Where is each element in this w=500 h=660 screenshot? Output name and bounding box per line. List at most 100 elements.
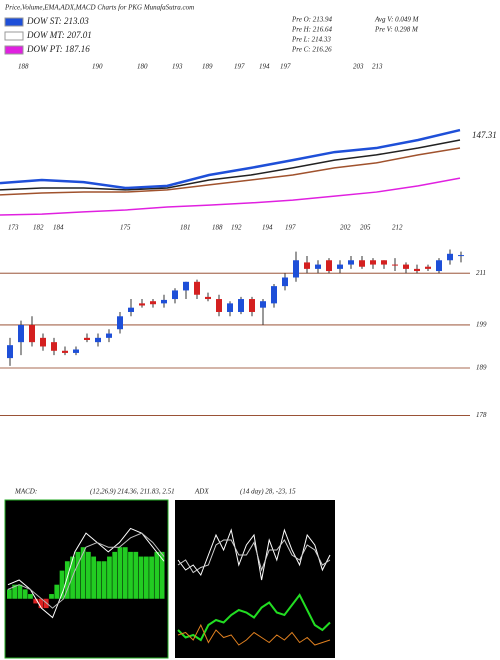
candle-body — [458, 255, 464, 257]
top-label: 213 — [372, 63, 383, 71]
candle-body — [436, 260, 442, 272]
ema-value-label: 147.31 — [472, 130, 497, 140]
candle-body — [425, 266, 431, 269]
low-label: 192 — [231, 224, 242, 232]
candle-body — [84, 337, 90, 340]
candle-body — [7, 345, 13, 359]
candle-body — [106, 333, 112, 338]
macd-bar — [133, 551, 139, 599]
legend-label: DOW ST: 213.03 — [26, 16, 89, 26]
macd-bar — [49, 594, 54, 599]
series-line — [177, 539, 331, 574]
macd-label: MACD: — [14, 488, 37, 496]
macd-bar — [128, 551, 133, 599]
candle-body — [205, 296, 211, 300]
top-label: 203 — [353, 63, 364, 71]
adx-label: ADX — [194, 488, 209, 496]
candle-body — [249, 299, 255, 312]
low-label: 181 — [180, 224, 191, 232]
title: Price,Volume,EMA,ADX,MACD Charts for PKG… — [4, 4, 194, 12]
macd-bar — [7, 589, 12, 599]
stat: Pre L: 214.33 — [291, 36, 331, 44]
y-tick-label: 211 — [476, 269, 486, 277]
legend-label: DOW PT: 187.16 — [26, 44, 90, 54]
candle-body — [260, 301, 266, 308]
low-label: 184 — [53, 224, 64, 232]
macd-bar — [17, 584, 23, 599]
macd-bar — [80, 547, 86, 599]
candle-body — [403, 264, 409, 269]
candle-body — [293, 260, 299, 278]
candle-body — [51, 342, 57, 351]
candle-body — [128, 307, 134, 312]
candle-body — [161, 299, 167, 304]
legend-label: DOW MT: 207.01 — [26, 30, 92, 40]
legend-swatch — [4, 17, 24, 27]
candle-body — [414, 268, 420, 272]
y-tick-label: 199 — [476, 321, 487, 329]
macd-bar — [96, 561, 102, 599]
candle-body — [117, 316, 123, 330]
macd-bar — [33, 598, 39, 604]
candle-body — [348, 260, 354, 265]
candle-body — [282, 277, 288, 287]
candle-body — [326, 260, 332, 272]
macd-bar — [154, 551, 160, 599]
candle-body — [194, 281, 200, 295]
candle-body — [139, 303, 145, 306]
candle-body — [304, 262, 310, 269]
y-tick-label: 189 — [476, 364, 487, 372]
top-label: 189 — [202, 63, 213, 71]
top-label: 188 — [18, 63, 29, 71]
candle-body — [95, 337, 101, 343]
stat: Avg V: 0.049 M — [374, 16, 420, 24]
macd-bar — [59, 570, 65, 599]
low-label: 212 — [392, 224, 403, 232]
macd-bar — [38, 598, 44, 609]
low-label: 188 — [212, 224, 223, 232]
candle-body — [271, 286, 277, 304]
macd-bar — [143, 556, 149, 599]
macd-params: (12,26,9) 214.36, 211.83, 2.51 — [90, 488, 175, 496]
adx-params: (14 day) 28, -23, 15 — [240, 488, 296, 496]
macd-bar — [138, 556, 144, 599]
macd-bar — [112, 551, 118, 599]
low-label: 202 — [340, 224, 351, 232]
macd-bar — [159, 551, 165, 599]
macd-bar — [122, 547, 128, 599]
candle-body — [238, 299, 244, 312]
macd-bar — [22, 589, 28, 599]
series-line — [7, 532, 165, 609]
series-line — [0, 139, 461, 191]
series-line — [0, 119, 461, 191]
top-label: 190 — [92, 63, 103, 71]
candle-body — [40, 337, 46, 347]
stat: Pre V: 0.298 M — [374, 26, 419, 34]
candle-body — [227, 303, 233, 312]
stat: Pre O: 213.94 — [291, 16, 332, 24]
macd-bar — [64, 561, 70, 599]
candle-body — [216, 299, 222, 312]
candle-body — [172, 290, 178, 300]
top-label: 193 — [172, 63, 183, 71]
candle-body — [18, 324, 24, 343]
candle-body — [73, 349, 79, 353]
series-line — [0, 177, 461, 216]
macd-bar — [101, 561, 107, 599]
candle-body — [381, 260, 387, 265]
series-line — [0, 128, 461, 190]
macd-bar — [28, 594, 33, 599]
candle-body — [337, 264, 343, 269]
legend-swatch — [4, 31, 24, 41]
top-label: 180 — [137, 63, 148, 71]
low-label: 197 — [285, 224, 296, 232]
macd-bar — [86, 551, 91, 599]
candle-body — [183, 281, 189, 291]
stat: Pre H: 216.64 — [291, 26, 332, 34]
series-line — [177, 593, 331, 642]
adx-panel — [175, 500, 335, 658]
candle-body — [150, 301, 156, 305]
candle-body — [359, 260, 365, 267]
low-label: 182 — [33, 224, 44, 232]
